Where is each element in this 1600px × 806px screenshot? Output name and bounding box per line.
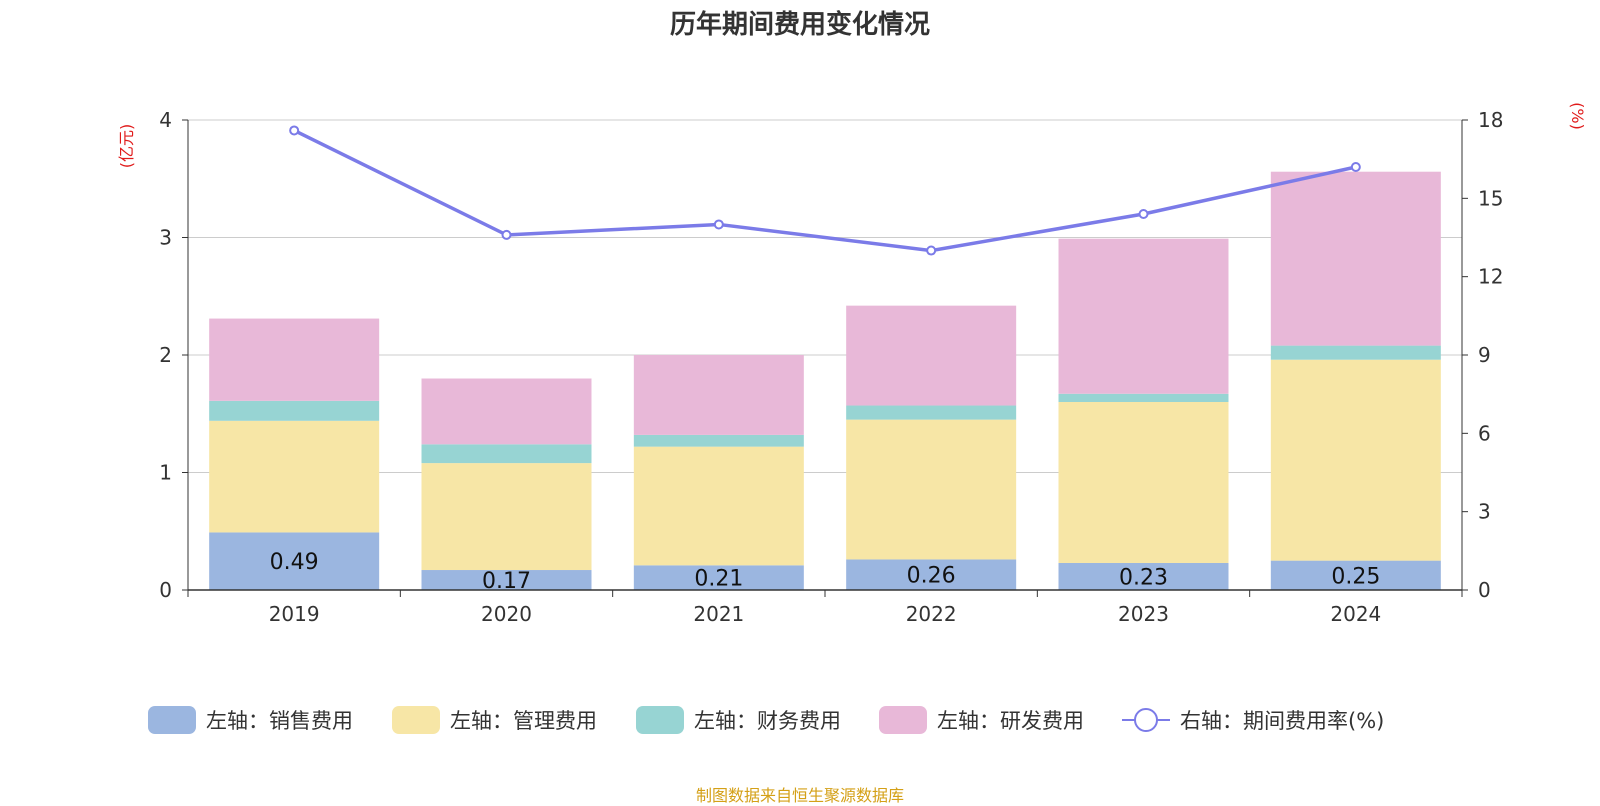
data-source-note: 制图数据来自恒生聚源数据库 [695, 786, 904, 805]
line-point [1350, 162, 1361, 172]
bar-segment [209, 400, 380, 421]
bar-segment [1270, 359, 1441, 561]
legend-swatch [636, 706, 684, 734]
legend-swatch [148, 706, 196, 734]
bar-segment [1058, 393, 1229, 402]
legend-label: 左轴：研发费用 [937, 709, 1084, 733]
bar-segment [846, 305, 1017, 406]
bar-segment [633, 565, 804, 590]
bar-segment [633, 434, 804, 447]
legend-label: 左轴：管理费用 [450, 709, 597, 733]
x-axis-tick-label: 2019 [269, 602, 320, 626]
bar-segment [1058, 238, 1229, 394]
left-axis-tick-label: 4 [159, 108, 172, 132]
bar-segment [846, 559, 1017, 590]
left-axis-tick-label: 1 [159, 461, 172, 485]
bar-data-label: 0.25 [1331, 564, 1380, 589]
left-axis-tick-label: 3 [159, 226, 172, 250]
left-axis-tick-label: 0 [159, 578, 172, 602]
bar-segment [1058, 402, 1229, 563]
bar-segment [1270, 345, 1441, 360]
bar-segment [1058, 562, 1229, 590]
right-axis-tick-label: 12 [1478, 265, 1503, 289]
bar-segment [421, 444, 592, 464]
x-axis-tick-label: 2021 [693, 602, 744, 626]
right-axis-tick-label: 15 [1478, 186, 1503, 210]
bar-segment [421, 570, 592, 590]
bar-segment [421, 463, 592, 571]
legend-label: 左轴：销售费用 [206, 709, 353, 733]
line-point [713, 219, 724, 230]
bar-segment [633, 355, 804, 435]
bar-segment [633, 446, 804, 566]
right-axis-tick-label: 3 [1478, 500, 1491, 524]
legend-swatch [879, 706, 927, 734]
bar-data-label: 0.49 [270, 550, 319, 575]
bar-segment [209, 420, 380, 533]
bar-data-label: 0.21 [694, 567, 743, 592]
right-axis-tick-label: 9 [1478, 343, 1491, 367]
line-point [501, 229, 512, 240]
bar-segment [846, 419, 1017, 560]
x-axis-tick-label: 2023 [1118, 602, 1169, 626]
x-axis-tick-label: 2022 [906, 602, 957, 626]
right-axis-tick-label: 6 [1478, 421, 1491, 445]
right-axis-tick-label: 0 [1478, 578, 1491, 602]
bar-data-label: 0.26 [907, 564, 956, 589]
legend-label: 左轴：财务费用 [694, 709, 841, 733]
legend-line-marker [1134, 708, 1158, 732]
left-axis-tick-label: 2 [159, 343, 172, 367]
chart-title: 历年期间费用变化情况 [669, 10, 930, 40]
legend-swatch [392, 706, 440, 734]
line-point [926, 245, 937, 256]
bar-data-label: 0.23 [1119, 565, 1168, 590]
bar-segment [421, 378, 592, 445]
bar-segment [1270, 171, 1441, 346]
bar-data-label: 0.17 [482, 569, 531, 594]
right-axis-unit: (%) [1568, 102, 1587, 130]
x-axis-tick-label: 2024 [1330, 602, 1381, 626]
bar-segment [209, 318, 380, 401]
bar-segment [1270, 560, 1441, 590]
line-point [1138, 209, 1149, 219]
legend-label: 右轴：期间费用率(%) [1180, 709, 1384, 733]
line-point [289, 125, 300, 136]
right-axis-tick-label: 18 [1478, 108, 1503, 132]
bar-segment [846, 405, 1017, 420]
line-series-path [293, 128, 1357, 253]
left-axis-unit: (亿元) [117, 124, 136, 169]
x-axis-tick-label: 2020 [481, 602, 532, 626]
bar-segment [209, 532, 380, 590]
